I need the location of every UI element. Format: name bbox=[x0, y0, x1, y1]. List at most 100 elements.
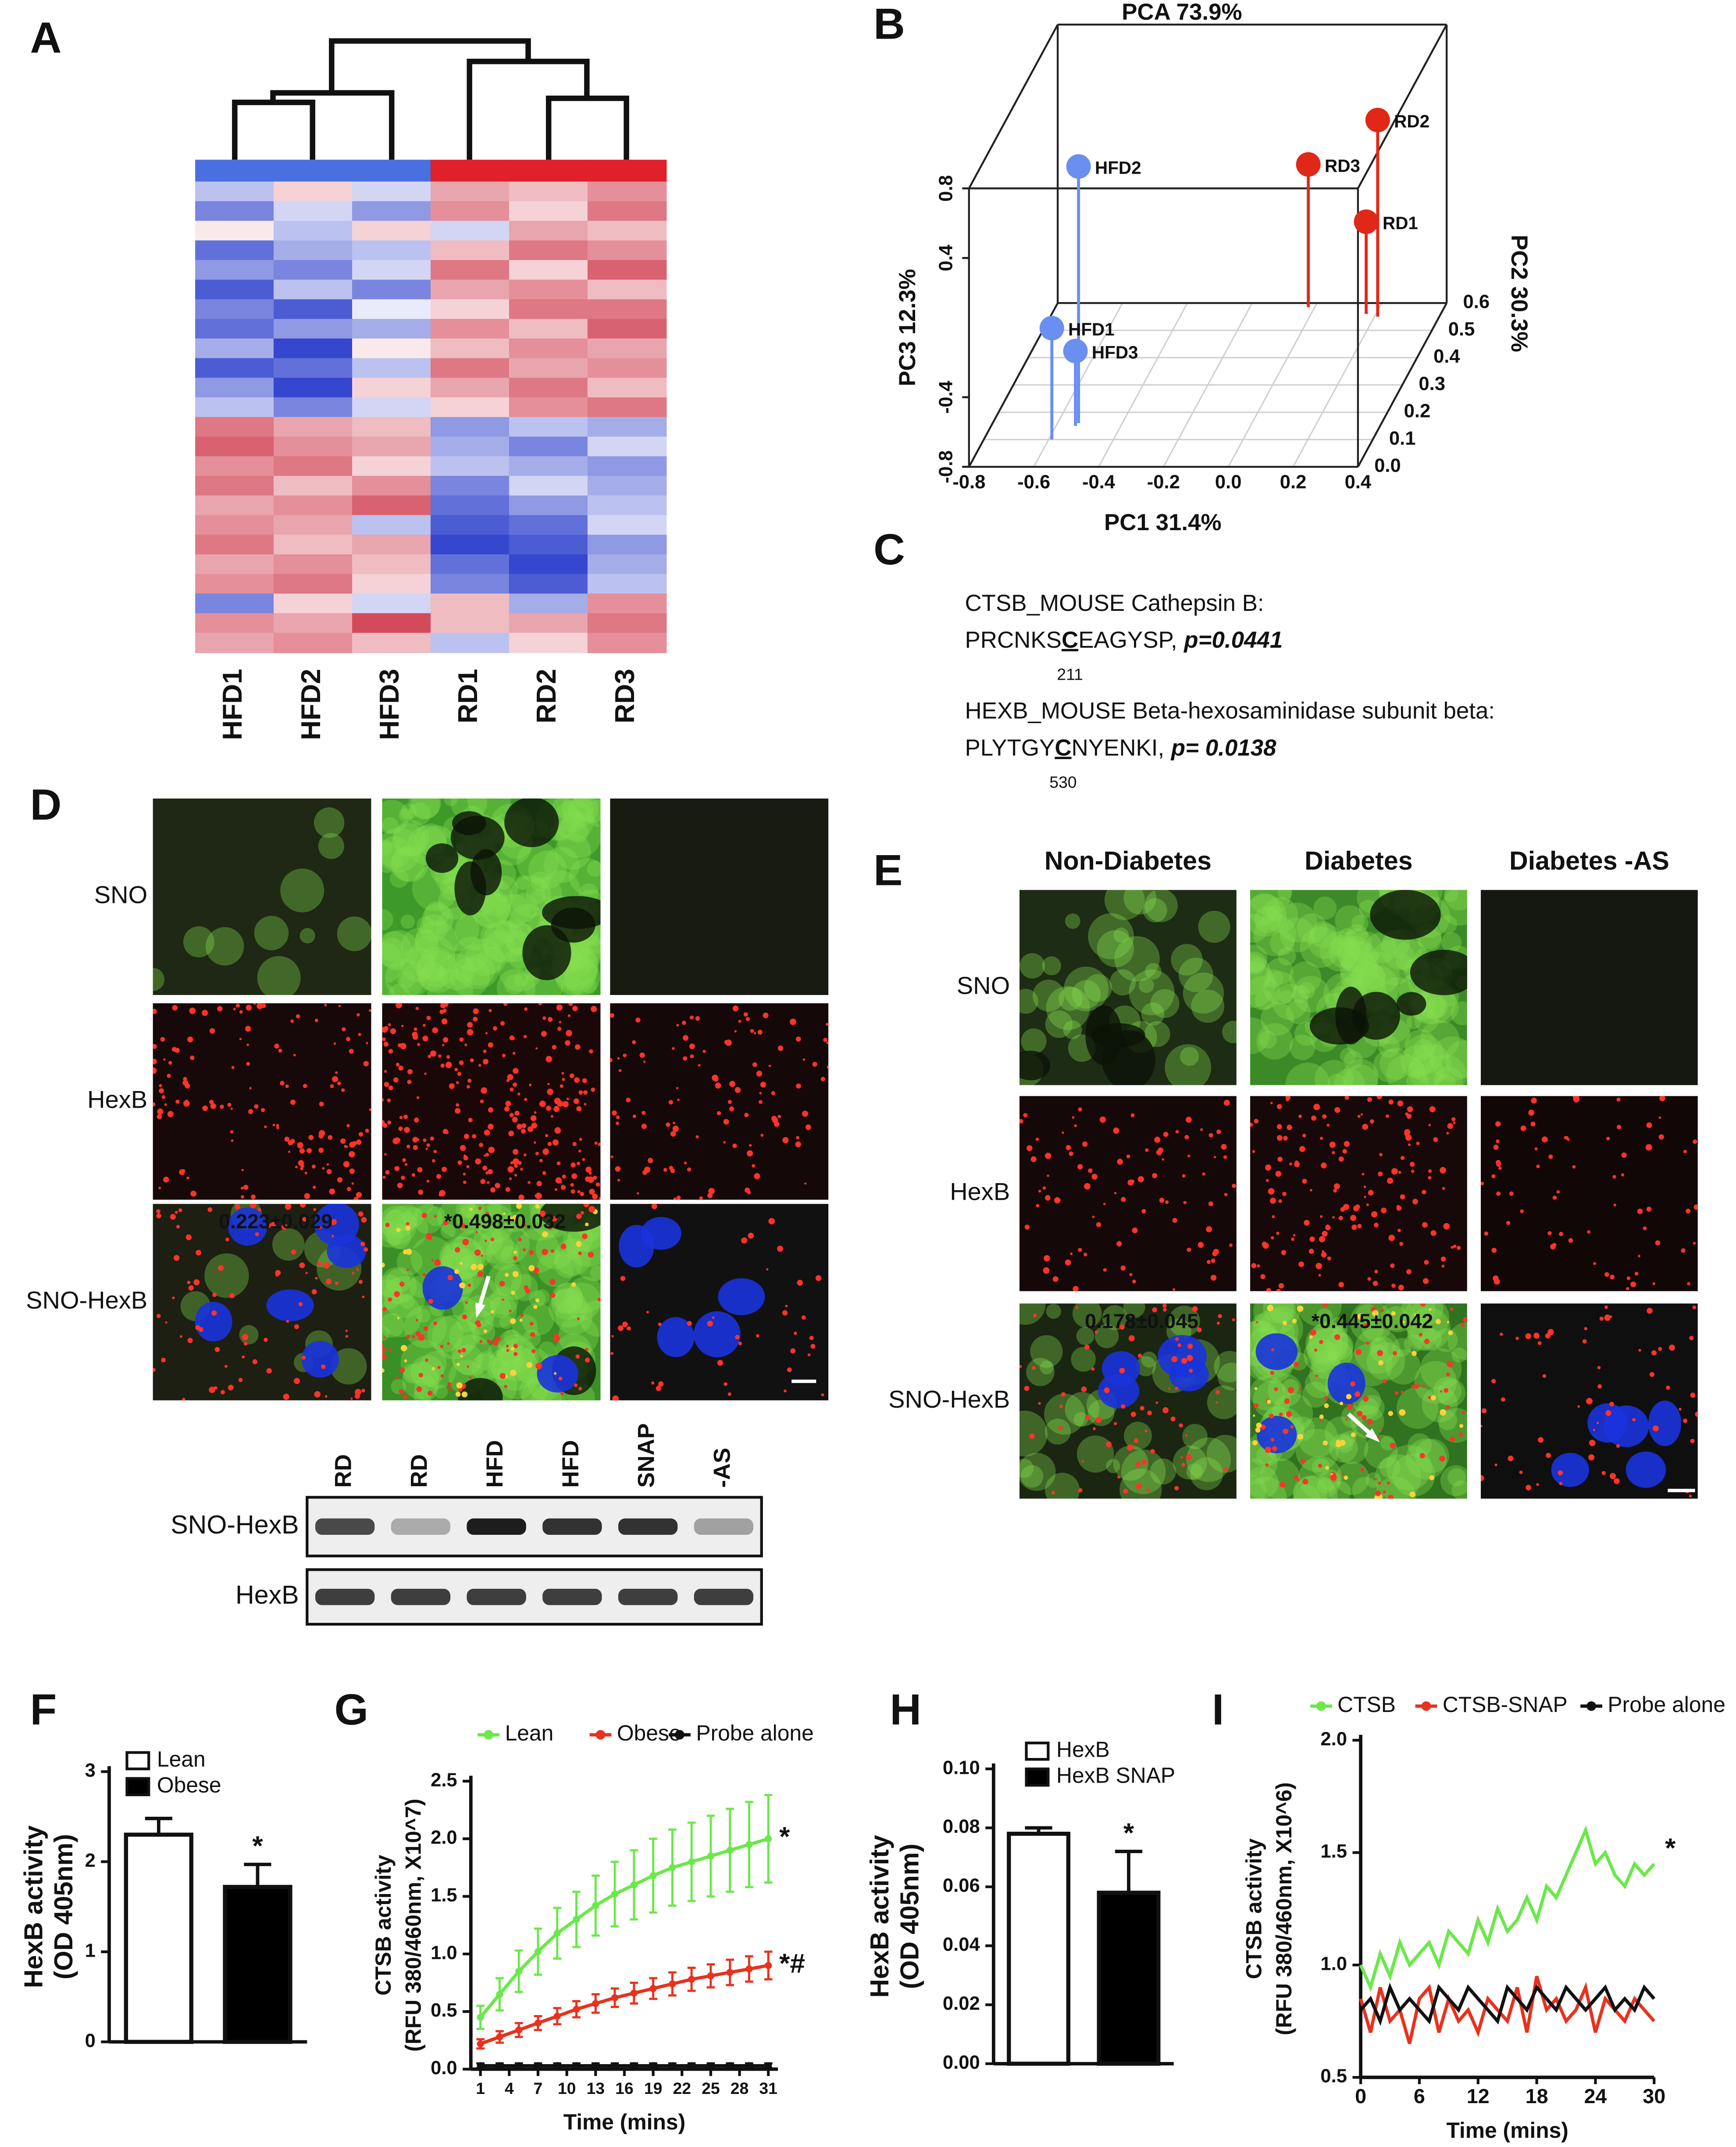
green-signal bbox=[420, 914, 448, 942]
red-signal bbox=[547, 1083, 550, 1085]
green-signal bbox=[478, 1229, 513, 1264]
red-signal bbox=[1400, 1156, 1405, 1160]
red-signal bbox=[1463, 1317, 1467, 1322]
green-signal bbox=[1426, 991, 1459, 1024]
red-signal bbox=[580, 1211, 584, 1215]
red-signal bbox=[1366, 1341, 1369, 1345]
red-signal bbox=[1322, 1303, 1328, 1307]
row-label: SNO bbox=[957, 972, 1010, 999]
green-signal bbox=[382, 931, 412, 968]
green-signal bbox=[1277, 890, 1293, 900]
red-signal bbox=[557, 1027, 562, 1031]
red-signal bbox=[331, 1235, 334, 1238]
red-signal bbox=[1350, 1381, 1356, 1387]
red-signal bbox=[1407, 1106, 1413, 1113]
red-signal bbox=[571, 1173, 577, 1179]
heatmap-cell bbox=[195, 299, 274, 320]
red-signal bbox=[446, 1055, 450, 1059]
dark-region bbox=[1352, 991, 1400, 1040]
green-signal bbox=[1384, 1306, 1408, 1330]
protein-header: HEXB_MOUSE Beta-hexosaminidase subunit b… bbox=[965, 698, 1495, 724]
red-signal bbox=[168, 1061, 172, 1065]
red-signal bbox=[1387, 1481, 1390, 1485]
green-signal bbox=[1364, 1434, 1398, 1469]
p-value: p=0.0441 bbox=[1183, 627, 1283, 653]
heatmap-cell bbox=[274, 221, 353, 241]
red-signal bbox=[469, 1207, 473, 1211]
red-signal bbox=[794, 1331, 797, 1335]
point bbox=[726, 2062, 734, 2069]
red-signal bbox=[1387, 1494, 1394, 1499]
point bbox=[765, 1962, 772, 1969]
red-signal bbox=[233, 1008, 236, 1010]
heatmap-cell bbox=[352, 279, 431, 300]
red-signal bbox=[1252, 1440, 1258, 1446]
red-signal bbox=[1446, 1132, 1449, 1135]
red-signal bbox=[1310, 1329, 1316, 1336]
green-signal bbox=[1378, 1036, 1400, 1058]
green-signal bbox=[496, 894, 531, 929]
green-signal bbox=[1305, 1370, 1333, 1398]
green-signal bbox=[382, 841, 404, 873]
red-signal bbox=[266, 1368, 272, 1374]
red-signal bbox=[1693, 1204, 1698, 1210]
red-signal bbox=[1132, 1279, 1136, 1284]
red-signal bbox=[153, 1059, 157, 1064]
red-signal bbox=[1216, 1129, 1221, 1134]
red-signal bbox=[342, 1027, 346, 1031]
red-signal bbox=[536, 1181, 542, 1187]
green-signal bbox=[1084, 974, 1112, 1002]
red-signal bbox=[802, 1110, 809, 1117]
red-signal bbox=[202, 1105, 208, 1111]
heatmap-cell bbox=[274, 476, 353, 496]
red-signal bbox=[1537, 1341, 1542, 1345]
red-signal bbox=[483, 1154, 486, 1157]
red-signal bbox=[406, 1222, 410, 1226]
green-signal bbox=[1250, 893, 1280, 925]
red-signal bbox=[488, 1107, 493, 1113]
red-signal bbox=[1412, 1198, 1418, 1205]
red-signal bbox=[1327, 1256, 1331, 1261]
red-signal bbox=[1146, 1488, 1150, 1492]
red-signal bbox=[570, 1183, 574, 1187]
red-signal bbox=[513, 1068, 519, 1074]
red-signal bbox=[441, 1018, 448, 1025]
heatmap-cell bbox=[195, 495, 274, 516]
red-signal bbox=[777, 1245, 784, 1252]
red-signal bbox=[504, 1106, 510, 1112]
red-signal bbox=[1577, 1405, 1580, 1408]
green-signal bbox=[1385, 1349, 1421, 1385]
red-signal bbox=[593, 1175, 597, 1180]
red-signal bbox=[581, 1233, 588, 1239]
red-signal bbox=[479, 1142, 484, 1147]
red-signal bbox=[575, 1354, 580, 1359]
heatmap-cell bbox=[509, 201, 588, 222]
red-signal bbox=[210, 1103, 216, 1109]
green-signal bbox=[1400, 1045, 1434, 1078]
red-signal bbox=[303, 1084, 307, 1088]
red-signal bbox=[735, 1335, 740, 1340]
heatmap-cell bbox=[509, 299, 588, 320]
column-label: RD2 bbox=[531, 669, 562, 723]
red-signal bbox=[462, 1238, 469, 1245]
red-signal bbox=[1309, 1335, 1313, 1339]
red-signal bbox=[1509, 1191, 1514, 1196]
red-signal bbox=[1588, 1454, 1595, 1461]
red-signal bbox=[1092, 1216, 1095, 1218]
green-signal bbox=[1138, 977, 1154, 993]
red-signal bbox=[1419, 1453, 1425, 1459]
green-signal bbox=[1217, 1362, 1237, 1391]
red-signal bbox=[406, 1269, 409, 1271]
red-signal bbox=[1186, 1454, 1192, 1460]
red-signal bbox=[1586, 1398, 1593, 1405]
red-signal bbox=[768, 1064, 771, 1067]
red-signal bbox=[1052, 1276, 1059, 1282]
red-signal bbox=[1189, 1369, 1193, 1373]
red-signal bbox=[759, 1092, 762, 1095]
red-signal bbox=[524, 1224, 527, 1227]
green-signal bbox=[1289, 1034, 1315, 1060]
red-signal bbox=[1388, 1099, 1394, 1105]
green-signal bbox=[1307, 1327, 1343, 1363]
red-signal bbox=[520, 1313, 524, 1317]
red-signal bbox=[243, 1341, 248, 1346]
